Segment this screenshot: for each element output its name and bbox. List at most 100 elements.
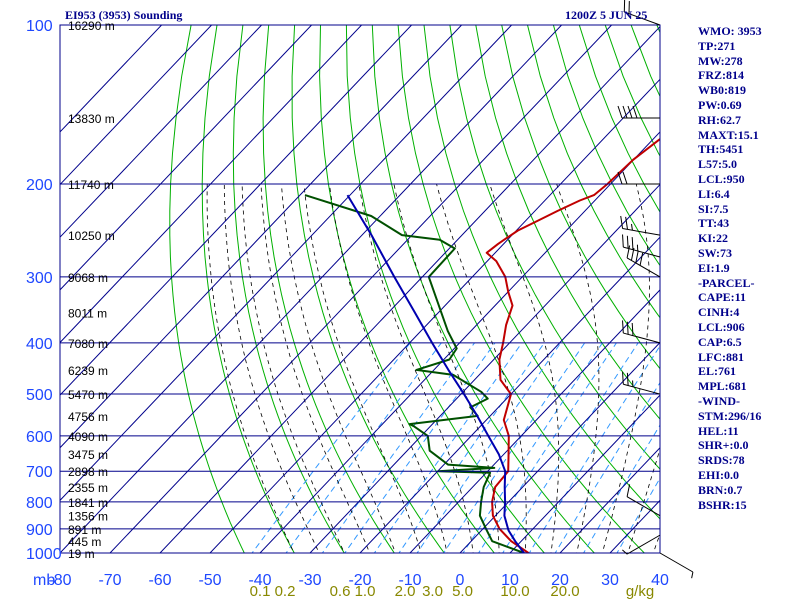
index-line: SI:7.5 — [698, 201, 729, 216]
mixing-ratio-label: 3.0 — [422, 583, 443, 600]
mixing-ratio-label: 20.0 — [550, 583, 579, 600]
index-line: TT:43 — [698, 216, 730, 231]
wind-barb — [626, 245, 661, 278]
temperature-tick-label: -30 — [298, 572, 321, 589]
mixing-ratio-label: 5.0 — [452, 583, 473, 600]
wind-barb-flag — [622, 320, 624, 334]
wind-barb-flag — [631, 237, 634, 250]
mixing-ratio-line — [416, 342, 562, 553]
isotherm-line — [60, 25, 513, 502]
height-label: 11740 m — [68, 178, 114, 192]
mixing-ratio-label: 2.0 — [395, 583, 416, 600]
mixing-ratio-line — [321, 342, 475, 553]
isotherm-line — [60, 25, 163, 133]
temperature-tick-label: 40 — [651, 572, 669, 589]
wind-barb — [617, 105, 660, 119]
dry-adiabat-line — [232, 25, 345, 553]
index-line: EHI:0.0 — [698, 467, 740, 482]
wind-barb — [659, 552, 694, 579]
wind-barb-flag — [626, 321, 629, 335]
wind-barb — [622, 320, 661, 344]
index-line: EL:761 — [698, 364, 737, 379]
wind-barb-shaft — [659, 552, 694, 573]
pressure-label: 500 — [26, 387, 53, 404]
height-label: 2898 m — [68, 465, 108, 479]
temperature-tick-label: -80 — [48, 572, 71, 589]
index-line: FRZ:814 — [698, 68, 744, 83]
moist-adiabat-line — [393, 183, 500, 553]
index-line: -WIND- — [698, 393, 740, 408]
wind-barb-shaft — [623, 332, 661, 344]
isotherm-line — [359, 236, 660, 553]
dry-adiabat-line — [319, 25, 495, 553]
dry-adiabat-line — [262, 25, 395, 553]
moist-adiabat-line — [206, 183, 295, 553]
temperature-tick-label: 0 — [456, 572, 465, 589]
moist-adiabat-line — [303, 183, 422, 553]
height-label: 4756 m — [68, 410, 108, 424]
pressure-label: 800 — [26, 495, 53, 512]
moist-adiabat-line — [260, 183, 371, 553]
wind-barb-flag — [632, 105, 638, 119]
pressure-label: 300 — [26, 270, 53, 287]
index-line: LCL:906 — [698, 319, 745, 334]
parcel-trace — [346, 194, 525, 553]
wind-barb-half-flag — [631, 223, 633, 231]
moist-adiabat-line — [329, 183, 448, 553]
plot-area — [60, 25, 660, 553]
temperature-tick-label: 20 — [551, 572, 569, 589]
wind-barb-flag — [635, 250, 639, 264]
temperature-tick-label: 30 — [601, 572, 619, 589]
index-line: CAP:6.5 — [698, 334, 742, 349]
index-line: WB0:819 — [698, 83, 746, 98]
wind-barb-flag — [626, 235, 629, 249]
pressure-unit-label: mb — [33, 572, 55, 589]
pressure-label: 600 — [26, 429, 53, 446]
wind-barb-shaft — [622, 228, 661, 236]
wind-barb-flag — [625, 216, 628, 230]
dry-adiabat-line — [552, 25, 660, 267]
height-label: 2355 m — [68, 481, 108, 495]
isotherm-line — [459, 341, 660, 553]
isotherm-line — [159, 25, 660, 553]
mixing-ratio-line — [462, 342, 603, 553]
index-line: SW:73 — [698, 245, 733, 260]
index-line: HEL:11 — [698, 423, 739, 438]
index-line: TP:271 — [698, 38, 736, 53]
temperature-tick-label: -10 — [398, 572, 421, 589]
wind-barb-shaft — [626, 534, 661, 555]
mixing-ratio-line — [502, 342, 639, 553]
wind-barb-flag — [630, 247, 635, 261]
wind-barb-flag — [617, 171, 623, 185]
wind-barb-shaft — [626, 496, 661, 517]
wind-barb — [620, 215, 661, 236]
temperature-trace — [485, 137, 660, 553]
mixing-ratio-line — [251, 342, 411, 553]
pressure-label: 700 — [26, 464, 53, 481]
index-line: PW:0.69 — [698, 97, 742, 112]
index-line: LI:6.4 — [698, 186, 730, 201]
wind-barb-shaft — [624, 11, 661, 26]
dry-adiabat-line — [501, 25, 660, 370]
wind-barb — [622, 371, 661, 395]
index-line: STM:296/16 — [698, 408, 762, 423]
isotherm-line — [309, 183, 660, 553]
index-line: TH:5451 — [698, 142, 744, 157]
index-line: MAXT:15.1 — [698, 127, 759, 142]
index-line: CAPE:11 — [698, 290, 746, 305]
wind-barb-flag — [622, 371, 624, 385]
isotherm-line — [109, 25, 613, 553]
wind-barb — [617, 171, 660, 185]
isotherm-line — [259, 131, 660, 553]
height-label: 9068 m — [68, 271, 108, 285]
wind-barb-flag — [627, 105, 633, 119]
index-line: MPL:681 — [698, 379, 747, 394]
station-title: EI953 (3953) Sounding — [65, 8, 183, 22]
dry-adiabat-line — [291, 25, 445, 553]
index-line: LFC:881 — [698, 349, 744, 364]
moist-adiabat-line — [358, 183, 474, 553]
mixing-ratio-line — [478, 342, 617, 553]
mixing-ratio-label: 10.0 — [500, 583, 529, 600]
